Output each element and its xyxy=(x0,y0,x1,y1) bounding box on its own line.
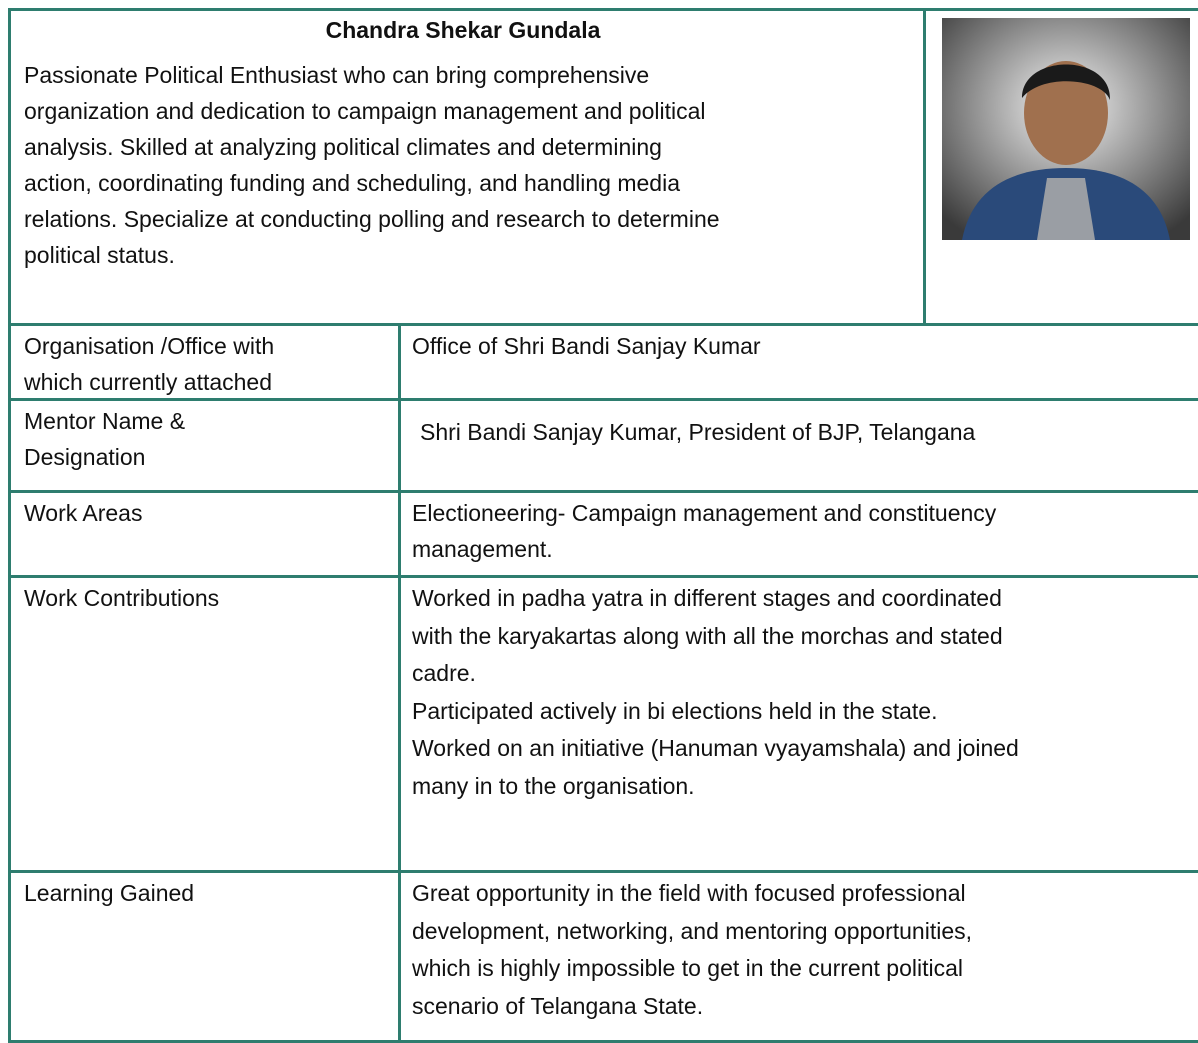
label-cell xyxy=(8,575,401,873)
summary-line: analysis. Skilled at analyzing political… xyxy=(24,134,662,160)
summary-line: relations. Specialize at conducting poll… xyxy=(24,206,720,232)
row-label: Work Areas xyxy=(24,500,143,526)
row-value: Worked in padha yatra in different stage… xyxy=(412,585,1002,611)
row-label: Mentor Name & xyxy=(24,408,186,434)
row-value: with the karyakartas along with all the … xyxy=(412,622,1003,649)
row-label: which currently attached xyxy=(24,369,273,395)
row-value: Participated actively in bi elections he… xyxy=(412,697,938,724)
row-value: Electioneering- Campaign management and … xyxy=(412,500,997,526)
row-value: Great opportunity in the field with focu… xyxy=(412,880,966,906)
row-value: management. xyxy=(412,536,553,562)
summary-line: organization and dedication to campaign … xyxy=(24,98,706,124)
row-label: Designation xyxy=(24,444,146,470)
row-value: cadre. xyxy=(412,660,476,686)
row-value: Worked on an initiative (Hanuman vyayams… xyxy=(412,735,1019,761)
row-label: Learning Gained xyxy=(24,880,195,906)
row-label: Organisation /Office with xyxy=(24,333,275,359)
row-value: which is highly impossible to get in the… xyxy=(412,955,963,981)
profile-photo xyxy=(942,18,1190,240)
name: Chandra Shekar Gundala xyxy=(325,17,601,43)
row-value: many in to the organisation. xyxy=(412,772,695,799)
row-value: Shri Bandi Sanjay Kumar, President of BJ… xyxy=(420,419,976,445)
summary-line: Passionate Political Enthusiast who can … xyxy=(24,62,650,88)
summary-line: action, coordinating funding and schedul… xyxy=(24,170,680,196)
summary-line: political status. xyxy=(24,242,175,268)
row-value: development, networking, and mentoring o… xyxy=(412,917,973,944)
row-value: Office of Shri Bandi Sanjay Kumar xyxy=(412,333,761,359)
row-label: Work Contributions xyxy=(24,585,220,611)
row-value: scenario of Telangana State. xyxy=(412,992,704,1019)
